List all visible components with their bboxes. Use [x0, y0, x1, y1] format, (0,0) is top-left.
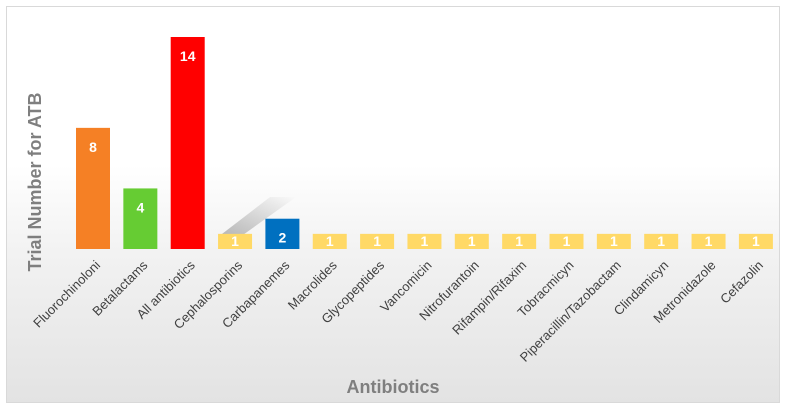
bar-value-label-9: 1 — [515, 233, 523, 249]
bar-4 — [265, 218, 300, 249]
bar-value-label-5: 1 — [326, 233, 334, 249]
bar-value-label-12: 1 — [657, 233, 665, 249]
bar-5 — [312, 233, 347, 249]
bar-value-label-4: 2 — [279, 230, 287, 246]
bars — [76, 37, 773, 249]
bar-1 — [123, 188, 158, 249]
y-axis-title: Trial Number for ATB — [25, 92, 45, 271]
bar-value-label-2: 14 — [180, 48, 196, 64]
bar-13 — [691, 233, 726, 249]
value-labels: 8 4 14 1 2 1 1 1 1 1 1 1 1 1 1 — [89, 48, 760, 249]
bar-6 — [360, 233, 395, 249]
bar-value-label-7: 1 — [421, 233, 429, 249]
bar-10 — [549, 233, 584, 249]
bar-value-label-14: 1 — [752, 233, 760, 249]
bar-11 — [596, 233, 631, 249]
bar-shadow — [218, 197, 297, 237]
bar-value-label-0: 8 — [89, 139, 97, 155]
bar-value-label-8: 1 — [468, 233, 476, 249]
bar-12 — [644, 233, 679, 249]
bar-value-label-6: 1 — [373, 233, 381, 249]
bar-8 — [454, 233, 489, 249]
bar-value-label-3: 1 — [231, 233, 239, 249]
bar-7 — [407, 233, 442, 249]
bar-0 — [76, 127, 110, 249]
bar-value-label-11: 1 — [610, 233, 618, 249]
bar-value-label-1: 4 — [136, 199, 144, 215]
x-axis-title: Antibiotics — [347, 377, 440, 397]
bar-2 — [170, 37, 205, 249]
bar-9 — [502, 233, 537, 249]
bar-value-label-13: 1 — [705, 233, 713, 249]
bar-3 — [218, 233, 253, 249]
bar-value-label-10: 1 — [563, 233, 571, 249]
bar-14 — [738, 233, 773, 249]
x-tick-label-14: Cefazolin — [717, 258, 766, 307]
